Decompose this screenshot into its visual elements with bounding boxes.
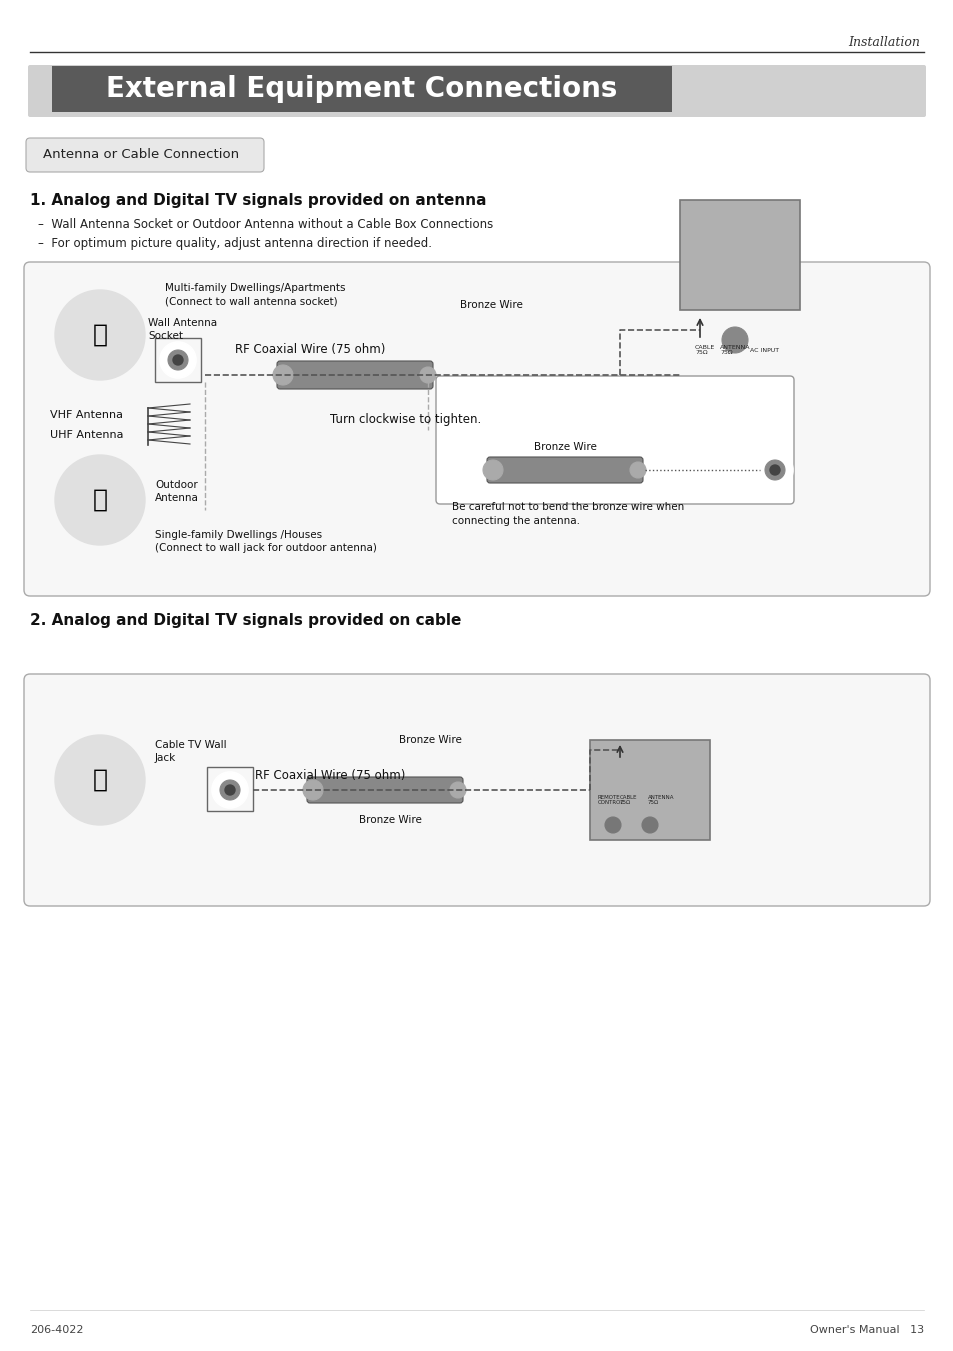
Circle shape xyxy=(220,780,240,800)
Circle shape xyxy=(225,785,234,794)
Circle shape xyxy=(212,771,248,808)
Circle shape xyxy=(55,455,145,544)
Circle shape xyxy=(303,780,323,800)
Text: RF Coaxial Wire (75 ohm): RF Coaxial Wire (75 ohm) xyxy=(234,343,385,357)
FancyBboxPatch shape xyxy=(24,674,929,907)
FancyBboxPatch shape xyxy=(52,66,671,112)
Text: Be careful not to bend the bronze wire when
connecting the antenna.: Be careful not to bend the bronze wire w… xyxy=(452,503,683,526)
FancyBboxPatch shape xyxy=(589,740,709,840)
FancyBboxPatch shape xyxy=(679,200,800,309)
Text: Owner's Manual   13: Owner's Manual 13 xyxy=(809,1325,923,1335)
Circle shape xyxy=(769,465,780,476)
Circle shape xyxy=(55,735,145,825)
Text: Bronze Wire: Bronze Wire xyxy=(459,300,522,309)
Text: Bronze Wire: Bronze Wire xyxy=(358,815,421,825)
Circle shape xyxy=(629,462,645,478)
Text: 1. Analog and Digital TV signals provided on antenna: 1. Analog and Digital TV signals provide… xyxy=(30,192,486,208)
Text: Bronze Wire: Bronze Wire xyxy=(398,735,461,744)
Text: REMOTE
CONTROL: REMOTE CONTROL xyxy=(598,794,623,805)
FancyBboxPatch shape xyxy=(436,376,793,504)
Text: AC INPUT: AC INPUT xyxy=(749,347,779,353)
Text: RF Coaxial Wire (75 ohm): RF Coaxial Wire (75 ohm) xyxy=(254,769,405,781)
Circle shape xyxy=(721,327,747,353)
Text: –  Wall Antenna Socket or Outdoor Antenna without a Cable Box Connections: – Wall Antenna Socket or Outdoor Antenna… xyxy=(38,219,493,231)
Circle shape xyxy=(160,342,195,378)
FancyBboxPatch shape xyxy=(26,138,264,172)
Circle shape xyxy=(450,782,465,798)
Circle shape xyxy=(757,453,792,488)
Text: UHF Antenna: UHF Antenna xyxy=(50,430,123,440)
Text: 🏠: 🏠 xyxy=(92,488,108,512)
Circle shape xyxy=(764,459,784,480)
Text: Turn clockwise to tighten.: Turn clockwise to tighten. xyxy=(330,413,480,427)
Text: –  For optimum picture quality, adjust antenna direction if needed.: – For optimum picture quality, adjust an… xyxy=(38,236,432,250)
Text: Outdoor
Antenna: Outdoor Antenna xyxy=(154,480,198,503)
Text: Bronze Wire: Bronze Wire xyxy=(533,442,596,453)
Circle shape xyxy=(172,355,183,365)
FancyBboxPatch shape xyxy=(307,777,462,802)
FancyBboxPatch shape xyxy=(28,65,925,118)
Text: CABLE
75Ω: CABLE 75Ω xyxy=(695,345,715,355)
Circle shape xyxy=(482,459,502,480)
Circle shape xyxy=(419,367,436,382)
Text: ANTENNA
75Ω: ANTENNA 75Ω xyxy=(720,345,750,355)
Text: ANTENNA
75Ω: ANTENNA 75Ω xyxy=(647,794,674,805)
Text: Wall Antenna
Socket: Wall Antenna Socket xyxy=(148,317,217,342)
Text: 🏠: 🏠 xyxy=(92,767,108,792)
FancyBboxPatch shape xyxy=(486,457,642,484)
Text: 206-4022: 206-4022 xyxy=(30,1325,84,1335)
Text: External Equipment Connections: External Equipment Connections xyxy=(106,76,617,103)
Circle shape xyxy=(604,817,620,834)
Text: 2. Analog and Digital TV signals provided on cable: 2. Analog and Digital TV signals provide… xyxy=(30,612,461,627)
Text: Single-family Dwellings /Houses
(Connect to wall jack for outdoor antenna): Single-family Dwellings /Houses (Connect… xyxy=(154,530,376,553)
Circle shape xyxy=(55,290,145,380)
Text: Multi-family Dwellings/Apartments
(Connect to wall antenna socket): Multi-family Dwellings/Apartments (Conne… xyxy=(165,282,345,307)
Circle shape xyxy=(273,365,293,385)
Text: Installation: Installation xyxy=(847,35,919,49)
Circle shape xyxy=(168,350,188,370)
Text: CABLE
75Ω: CABLE 75Ω xyxy=(619,794,637,805)
Text: Cable TV Wall
Jack: Cable TV Wall Jack xyxy=(154,740,227,763)
Text: 🏢: 🏢 xyxy=(92,323,108,347)
FancyBboxPatch shape xyxy=(24,262,929,596)
Text: VHF Antenna: VHF Antenna xyxy=(50,409,123,420)
FancyBboxPatch shape xyxy=(276,361,433,389)
Text: Antenna or Cable Connection: Antenna or Cable Connection xyxy=(43,149,239,162)
Circle shape xyxy=(641,817,658,834)
